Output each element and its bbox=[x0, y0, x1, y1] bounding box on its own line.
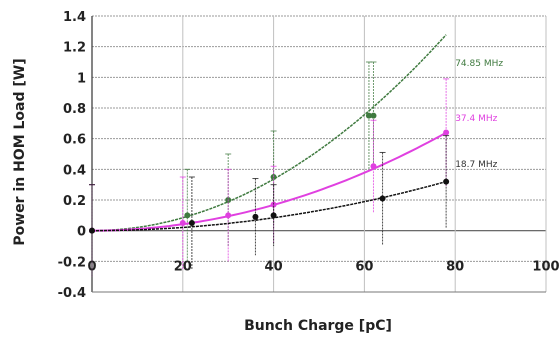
fit-curve bbox=[91, 131, 447, 232]
data-point bbox=[188, 220, 195, 226]
series-label: 74.85 MHz bbox=[455, 59, 503, 69]
data-point bbox=[443, 129, 450, 136]
y-tick-label: 0.8 bbox=[63, 102, 86, 117]
y-tick-label: 1 bbox=[77, 71, 86, 86]
data-point bbox=[252, 213, 259, 220]
series-0 bbox=[89, 34, 447, 277]
data-point bbox=[270, 212, 277, 219]
fit-curve bbox=[91, 34, 447, 232]
y-tick-label: 0.6 bbox=[63, 133, 86, 148]
series-label: 37.4 MHz bbox=[455, 114, 497, 124]
y-tick-label: -0.4 bbox=[58, 286, 86, 301]
series-label: 18.7 MHz bbox=[455, 160, 497, 170]
data-point bbox=[89, 227, 95, 234]
grid-lines bbox=[92, 15, 547, 293]
series-1 bbox=[89, 78, 450, 277]
x-tick-label: 40 bbox=[265, 260, 283, 275]
data-point bbox=[365, 112, 372, 119]
y-tick-label: 1.2 bbox=[63, 41, 86, 56]
data-point bbox=[370, 163, 377, 170]
x-tick-label: 100 bbox=[532, 260, 559, 275]
y-tick-label: 1.4 bbox=[63, 10, 86, 25]
data-point bbox=[225, 212, 232, 219]
data-point bbox=[443, 178, 450, 185]
axes bbox=[91, 16, 546, 293]
y-tick-label: 0 bbox=[77, 225, 86, 240]
x-tick-label: 80 bbox=[446, 260, 464, 275]
y-tick-labels: -0.4 -0.2 0 0.2 0.4 0.6 0.8 1 1.2 1.4 bbox=[58, 10, 86, 301]
data-point bbox=[184, 212, 191, 219]
fit-curve bbox=[92, 180, 447, 232]
series-2 bbox=[89, 135, 450, 277]
data-point bbox=[379, 195, 386, 202]
y-tick-label: 0.2 bbox=[63, 194, 86, 209]
x-tick-labels: 0 20 40 60 80 100 bbox=[87, 260, 559, 275]
data-series bbox=[89, 34, 450, 277]
data-point bbox=[179, 220, 186, 226]
data-point bbox=[370, 112, 377, 119]
y-axis-label: Power in HOM Load [W] bbox=[12, 58, 28, 245]
x-axis-label: Bunch Charge [pC] bbox=[244, 318, 392, 334]
series-labels: 74.85 MHz 37.4 MHz 18.7 MHz bbox=[455, 59, 503, 170]
x-tick-label: 60 bbox=[355, 260, 373, 275]
y-tick-label: -0.2 bbox=[58, 255, 86, 270]
y-tick-label: 0.4 bbox=[63, 163, 86, 178]
